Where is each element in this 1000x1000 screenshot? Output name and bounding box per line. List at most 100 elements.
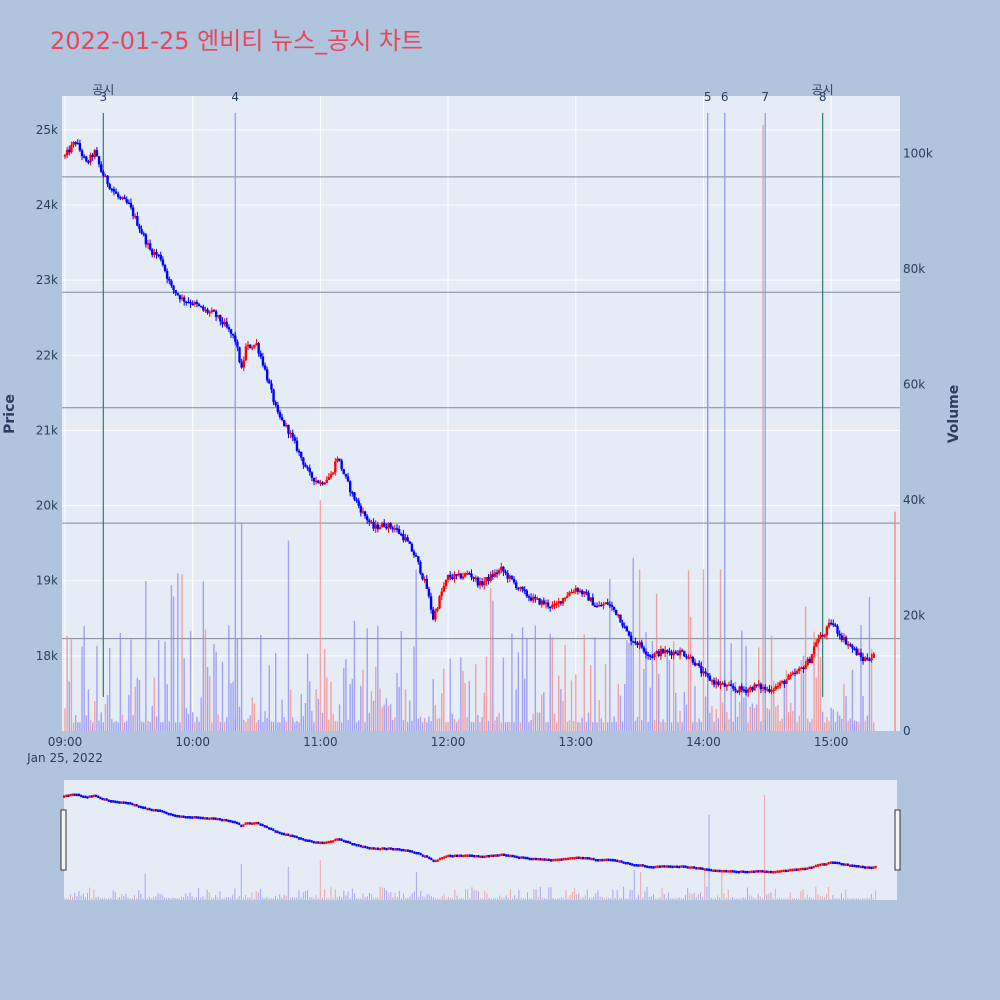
slider-volume-bar — [287, 867, 289, 900]
slider-candle — [737, 870, 740, 874]
slider-candle — [669, 865, 672, 868]
candle-body — [383, 522, 386, 527]
candle-body — [165, 270, 169, 279]
candle-body — [234, 335, 237, 342]
candle-body — [276, 404, 280, 413]
plot-area[interactable] — [62, 96, 900, 731]
candle-body — [708, 675, 712, 681]
volume-bar — [187, 713, 190, 731]
volume-bar — [196, 716, 198, 731]
slider-volume-bar — [689, 893, 691, 900]
slider-volume-bar — [697, 893, 699, 900]
volume-bar — [445, 722, 447, 731]
slider-candle — [391, 847, 394, 851]
slider-volume-bar — [855, 898, 857, 900]
slider-volume-bar — [860, 898, 862, 900]
slider-volume-bar — [838, 898, 840, 900]
volume-bar — [194, 722, 196, 731]
volume-bar — [189, 631, 192, 731]
volume-bar — [489, 588, 492, 731]
volume-bar — [630, 632, 632, 731]
range-slider-handle-right[interactable] — [894, 809, 901, 871]
annotation-lines: 3공시 4 5 6 7 8공시 — [92, 83, 834, 731]
slider-volume-bar — [300, 897, 302, 900]
candle-body — [157, 254, 160, 257]
slider-volume-bar — [539, 886, 541, 900]
slider-candle — [63, 795, 65, 798]
volume-bar — [336, 721, 339, 731]
slider-candle — [791, 868, 794, 872]
volume-bar — [464, 683, 466, 731]
candle-body — [776, 685, 780, 688]
candle-body — [406, 537, 409, 542]
slider-volume-bar — [531, 898, 533, 900]
volume-bar — [543, 692, 545, 731]
volume-bar — [519, 722, 522, 731]
volume-bar — [262, 722, 264, 731]
candle-body — [766, 689, 769, 691]
slider-candle — [731, 870, 734, 873]
volume-bar — [732, 721, 734, 731]
candle-body — [200, 305, 203, 308]
slider-volume-bar — [828, 886, 830, 900]
slider-volume-bar — [433, 897, 435, 900]
volume-bar — [843, 683, 845, 731]
candle-body — [329, 474, 333, 478]
candle-body — [698, 663, 701, 666]
slider-volume-bar — [339, 896, 341, 900]
slider-candle — [530, 857, 533, 861]
volume-bar — [181, 574, 183, 731]
slider-candle — [453, 854, 456, 858]
slider-volume-bar — [749, 895, 751, 900]
candle-body — [491, 574, 494, 577]
candle-body — [242, 360, 245, 368]
volume-bar — [849, 718, 852, 731]
slider-volume-bar — [202, 896, 204, 900]
slider-volume-bar — [176, 898, 178, 900]
volume-bar — [211, 722, 213, 731]
range-slider[interactable] — [64, 780, 897, 900]
slider-candle — [430, 857, 433, 861]
volume-bar — [500, 722, 502, 731]
slider-volume-bar — [129, 898, 131, 900]
slider-candle — [678, 865, 681, 869]
y2-tick-label: 40k — [903, 493, 925, 507]
slider-candle — [285, 833, 288, 836]
slider-candle — [297, 837, 300, 840]
slider-volume-bar — [245, 894, 247, 900]
slider-volume-bar — [415, 872, 417, 900]
volume-bar — [387, 705, 390, 731]
candle-body — [270, 383, 273, 390]
volume-bar — [426, 722, 428, 731]
candle-body — [251, 347, 254, 349]
slider-volume-bar — [328, 898, 330, 900]
slider-volume-bar — [452, 898, 454, 900]
candle-body — [136, 216, 139, 226]
volume-bar — [347, 719, 349, 731]
volume-bar — [785, 670, 788, 731]
slider-candle — [257, 821, 260, 825]
slider-volume-bar — [148, 897, 150, 900]
slider-candle — [517, 856, 520, 859]
volume-bar — [179, 722, 181, 731]
slider-candle — [122, 801, 125, 804]
slider-candle — [415, 851, 418, 855]
volume-bar — [438, 718, 441, 731]
range-slider-handle-left[interactable] — [60, 809, 67, 871]
volume-bar — [545, 722, 547, 731]
slider-volume-bar — [661, 888, 663, 900]
volume-bar — [506, 722, 509, 731]
volume-bar — [451, 713, 454, 731]
candle-body — [781, 681, 784, 683]
slider-candle — [498, 853, 501, 857]
slider-candle — [603, 858, 606, 862]
candle-body — [680, 650, 684, 652]
candle-body — [687, 657, 690, 660]
candle-body — [255, 343, 258, 345]
slider-candle — [601, 858, 604, 862]
slider-volume-bar — [422, 896, 424, 900]
slider-candle — [752, 870, 755, 874]
volume-bar — [585, 722, 588, 731]
slider-candle — [250, 822, 253, 825]
slider-candle — [201, 816, 204, 820]
